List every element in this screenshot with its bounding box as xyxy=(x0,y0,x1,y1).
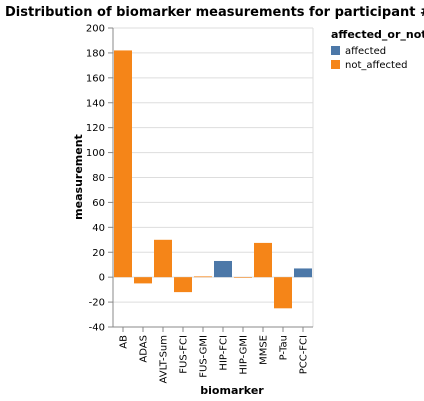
y-tick-label: 80 xyxy=(92,173,105,184)
legend-swatch-affected xyxy=(331,46,340,55)
x-tick-label: HIP-FCI xyxy=(219,335,230,371)
bar-mmse xyxy=(254,242,272,278)
bar-adas xyxy=(134,277,152,284)
legend-label-not-affected: not_affected xyxy=(345,60,407,71)
x-tick-label: HIP-GMI xyxy=(239,335,250,375)
bars xyxy=(114,50,312,309)
bar-fus-fci xyxy=(174,277,192,293)
x-tick-label: P-Tau xyxy=(279,335,290,360)
y-tick-label: 140 xyxy=(86,98,105,109)
bar-p-tau xyxy=(274,277,292,309)
y-tick-label: 20 xyxy=(92,248,105,259)
x-tick-label: FUS-FCI xyxy=(179,335,190,374)
x-tick-label: ADAS xyxy=(139,335,150,363)
axes: -40 -20 0 20 40 60 80 100 120 140 160 180 200 AB ADAS A… xyxy=(86,24,313,383)
gridlines xyxy=(113,27,314,328)
y-tick-label: 40 xyxy=(92,223,105,234)
y-tick-label: 100 xyxy=(86,148,105,159)
bar-pcc-fci xyxy=(294,268,312,278)
y-tick-label: 120 xyxy=(86,123,105,134)
bar-hip-fci xyxy=(214,260,232,278)
x-tick-label: FUS-GMI xyxy=(199,335,210,378)
y-axis-title: measurement xyxy=(72,134,85,220)
x-tick-label: PCC-FCI xyxy=(299,335,310,374)
x-axis-title: biomarker xyxy=(200,384,264,397)
y-tick-label: 0 xyxy=(99,273,105,284)
legend: affected_or_not affected not_affected xyxy=(331,28,424,71)
y-tick-label: -20 xyxy=(89,298,105,309)
bar-avlt-sum xyxy=(154,239,172,278)
legend-title: affected_or_not xyxy=(331,28,424,41)
legend-swatch-not-affected xyxy=(331,60,340,69)
x-tick-label: AB xyxy=(119,335,130,349)
bar-ab xyxy=(114,50,132,278)
y-tick-label: 200 xyxy=(86,24,105,35)
bar-hip-gmi xyxy=(234,277,252,278)
y-tick-label: 180 xyxy=(86,48,105,59)
y-tick-label: -40 xyxy=(89,323,105,334)
x-tick-label: AVLT-Sum xyxy=(159,335,170,383)
y-tick-label: 160 xyxy=(86,73,105,84)
bar-fus-gmi xyxy=(194,276,212,278)
chart-title: Distribution of biomarker measurements f… xyxy=(5,5,424,20)
y-tick-label: 60 xyxy=(92,198,105,209)
legend-label-affected: affected xyxy=(345,46,386,57)
x-tick-label: MMSE xyxy=(259,335,270,365)
